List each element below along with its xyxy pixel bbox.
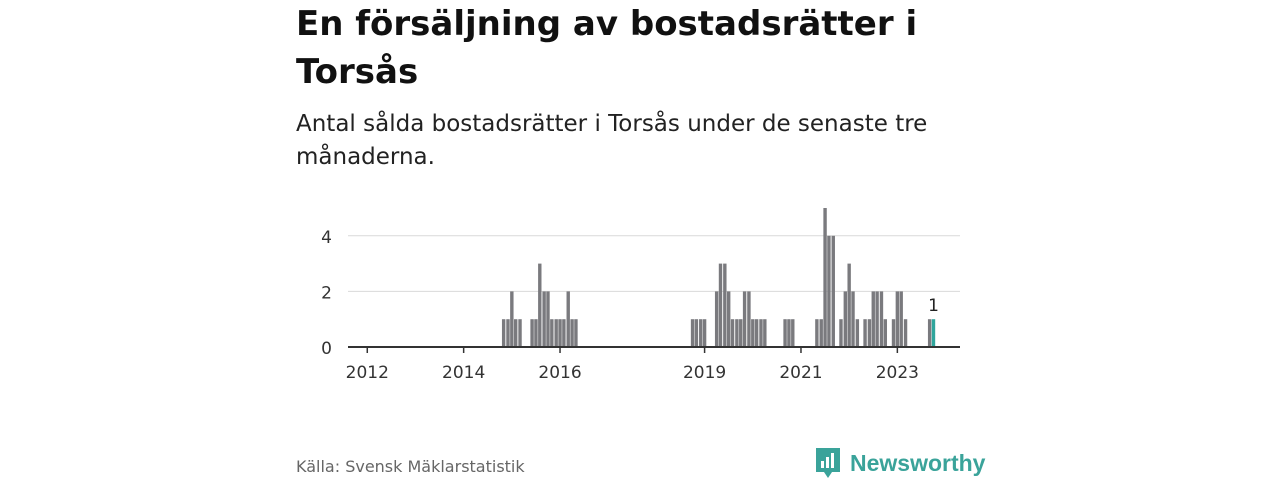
bar (742, 291, 747, 347)
x-tick-label: 2012 (346, 363, 389, 383)
bar (518, 319, 522, 347)
page-title: En försäljning av bostadsrätter i Torsås (296, 4, 918, 92)
bar (759, 319, 763, 347)
latest-value-label: 1 (928, 296, 939, 316)
bar (847, 263, 851, 347)
bar (718, 263, 723, 347)
y-tick-label: 4 (321, 228, 332, 248)
bar (558, 319, 562, 347)
brand-name: Newsworthy (850, 449, 986, 476)
chart-subtitle: Antal sålda bostadsrätter i Torsås under… (296, 111, 928, 170)
bar (895, 291, 900, 347)
bar (863, 319, 867, 347)
bar (819, 319, 823, 347)
bar (855, 319, 860, 347)
bar (542, 291, 546, 347)
x-tick-label: 2014 (442, 363, 485, 383)
bar (879, 291, 884, 347)
bar (699, 319, 703, 347)
bar (702, 319, 707, 347)
bar (851, 291, 855, 347)
bar (867, 319, 872, 347)
bar (754, 319, 759, 347)
bar (694, 319, 699, 347)
x-tick-label: 2023 (876, 363, 919, 383)
bar (530, 319, 534, 347)
bar (562, 319, 566, 347)
bar (871, 291, 875, 347)
bar (538, 263, 542, 347)
bar (875, 291, 879, 347)
bar (831, 235, 835, 347)
bar (927, 319, 932, 347)
brand-logo: Newsworthy (814, 446, 985, 480)
bar (723, 263, 727, 347)
bar (791, 319, 795, 347)
bar (815, 319, 819, 347)
source-note: Källa: Svensk Mäklarstatistik (296, 457, 525, 476)
bar (751, 319, 755, 347)
bar (735, 319, 739, 347)
bar (783, 319, 787, 347)
bar (501, 319, 506, 347)
bar-chart: 0 2 4 1 2012 2014 2016 2019 2021 2023 (321, 208, 960, 383)
bar (883, 319, 888, 347)
bar (570, 319, 574, 347)
x-tick-label: 2021 (779, 363, 822, 383)
bar (513, 319, 518, 347)
y-tick-label: 2 (321, 283, 332, 303)
bar (763, 319, 767, 347)
bar (534, 319, 538, 347)
bar (506, 319, 510, 347)
x-tick-label: 2016 (538, 363, 581, 383)
bar (550, 319, 554, 347)
bar (787, 319, 791, 347)
chart-card: En försäljning av bostadsrätter i Torsås… (296, 0, 986, 480)
bar (714, 291, 719, 347)
newsworthy-logo-icon (816, 448, 840, 478)
bar (726, 291, 731, 347)
bar (730, 319, 735, 347)
bar (739, 319, 743, 347)
bar (903, 319, 908, 347)
bar (574, 319, 578, 347)
bar (747, 291, 751, 347)
bar (891, 319, 896, 347)
bar (690, 319, 695, 347)
bar (843, 291, 848, 347)
bar (899, 291, 903, 347)
y-tick-label: 0 (321, 339, 332, 359)
bar (566, 291, 570, 347)
bar (510, 291, 514, 347)
bar (546, 291, 550, 347)
bar (839, 319, 843, 347)
bar (827, 235, 831, 347)
bar-highlight (931, 319, 936, 347)
bar (823, 208, 827, 347)
bar (554, 319, 558, 347)
x-tick-label: 2019 (683, 363, 726, 383)
